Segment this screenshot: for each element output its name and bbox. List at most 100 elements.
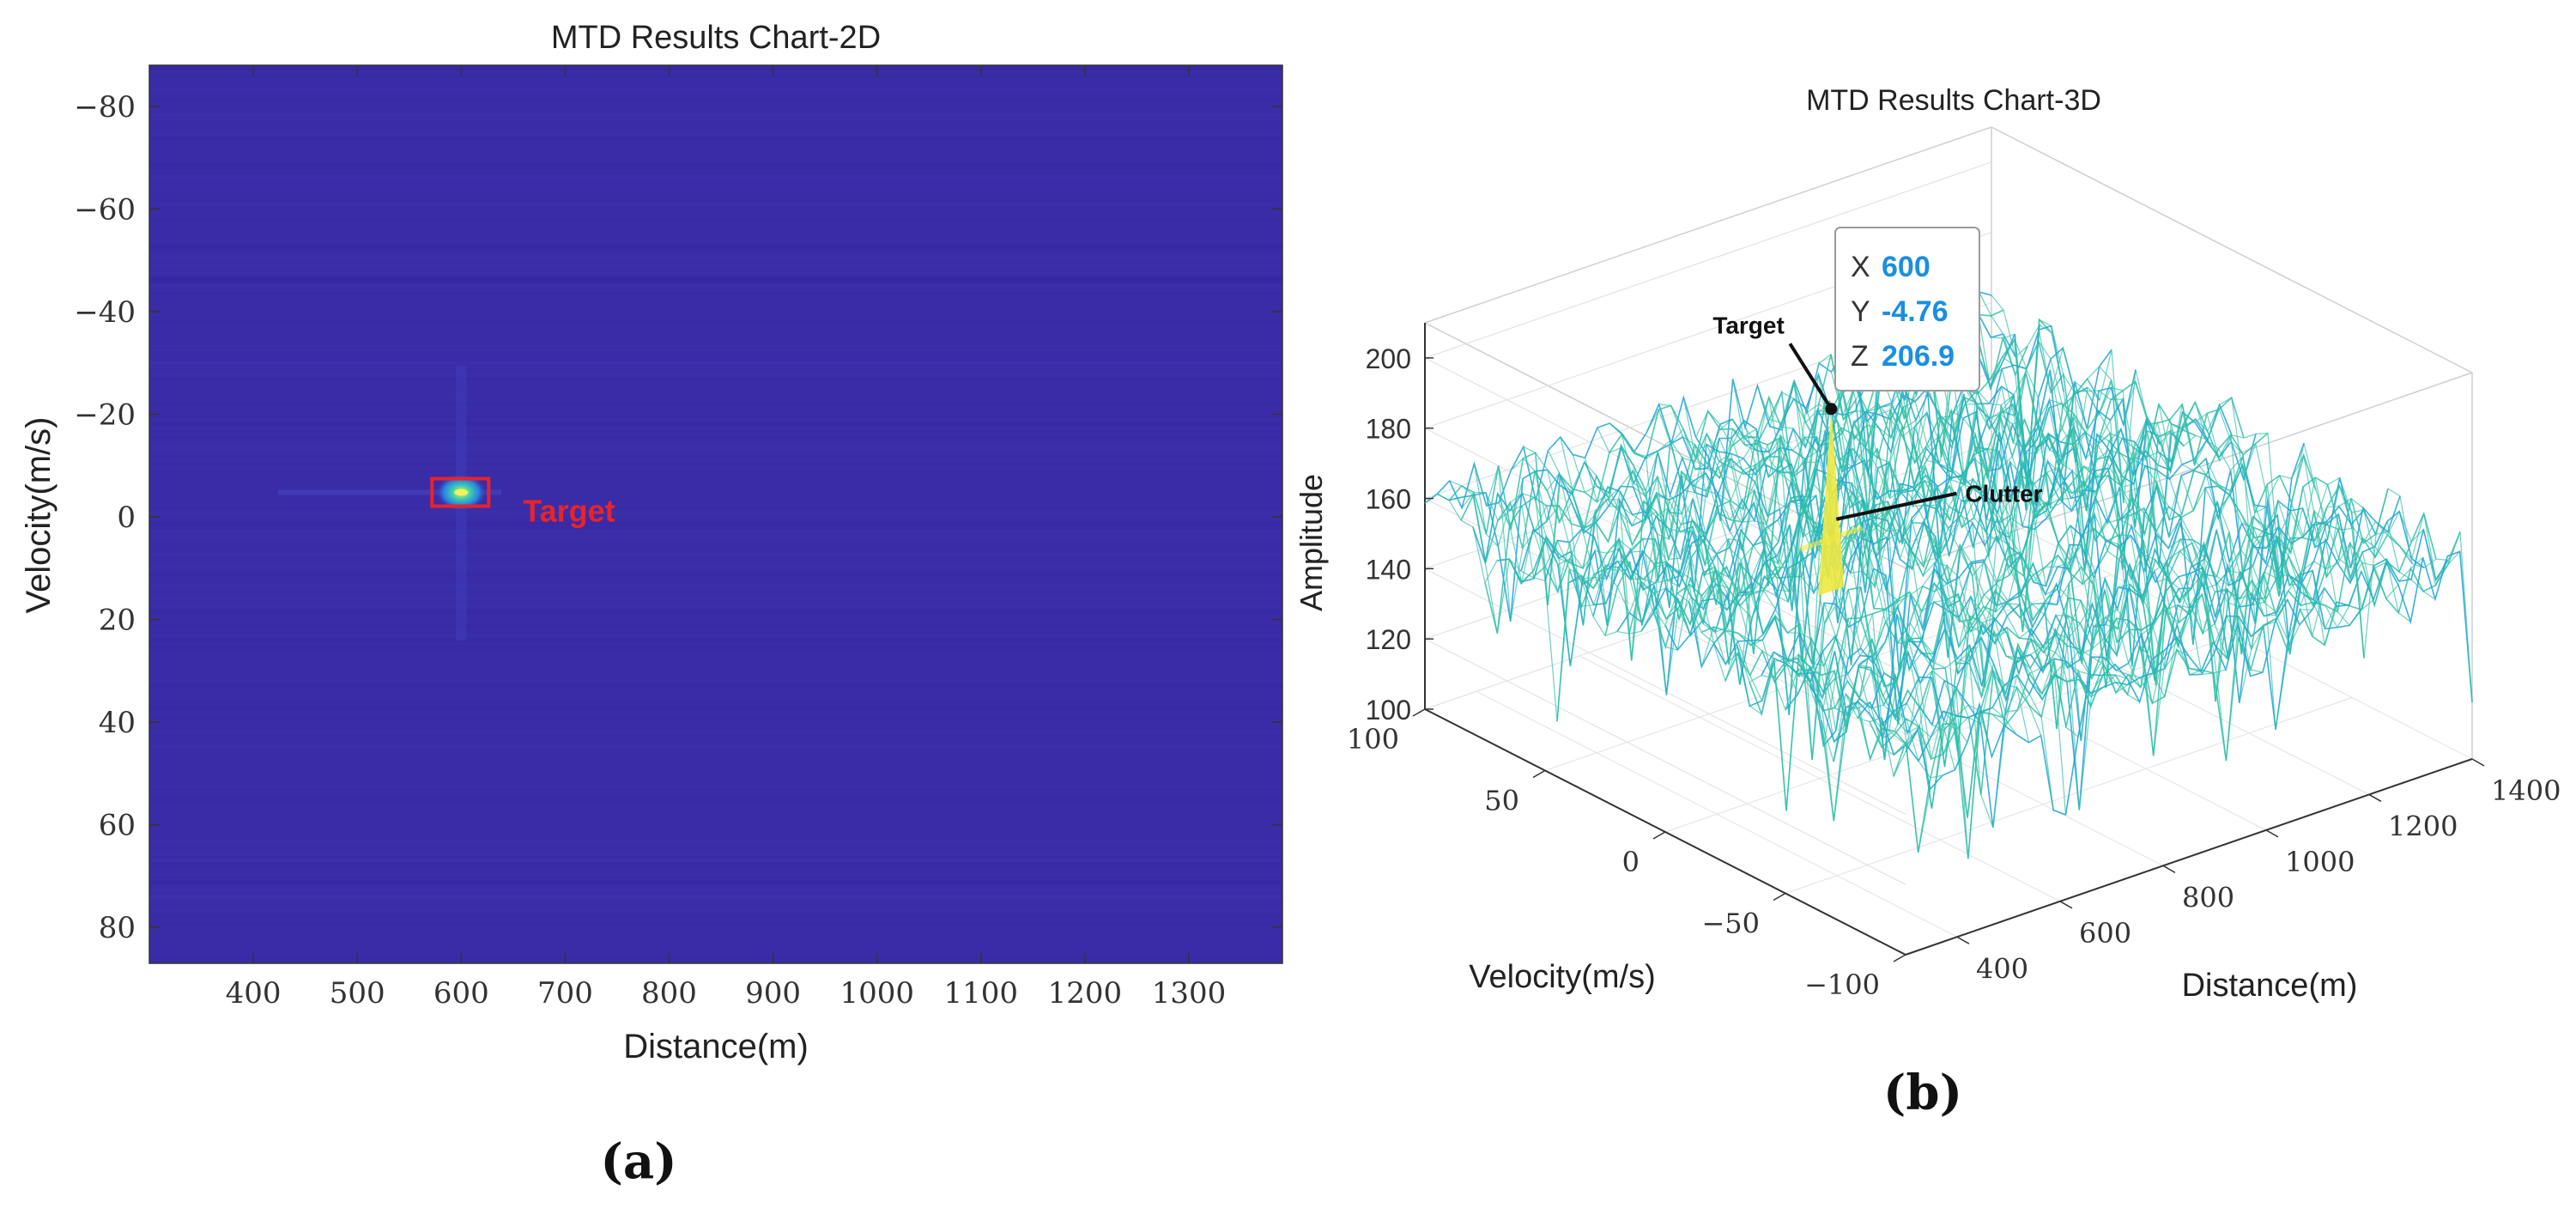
surface-col-line [1486,465,1968,760]
surface-col-line [1991,294,2473,703]
peak-spike [1818,409,1845,596]
chart-2d: MTD Results Chart-2D Target 400 500 600 700… [20,20,1283,1190]
z-grid [1424,568,1906,815]
x-tick-label-2d: 1000 [839,976,914,1011]
z-tick-label-3d: 120 [1366,624,1411,655]
surface-col-line [1843,349,2325,667]
x-tick-label-2d: 400 [226,976,282,1011]
chart-3d-zlabel: Amplitude [1294,474,1329,611]
datatip-x-label: X [1851,251,1870,283]
y-tick-label-2d: 20 [99,604,136,638]
surface-col-line [1498,470,1980,818]
x-tick-3d [2059,901,2073,909]
box-edge [1424,126,1992,324]
surface-col-line [1670,428,2153,694]
surface-col-line [1966,305,2448,624]
y-tick-3d [1773,892,1786,901]
x-tick-3d [2471,758,2485,767]
datatip-z-value: 206.9 [1882,340,1955,373]
y-tick-label-2d: 40 [99,706,136,740]
surface-col-line [1942,322,2424,582]
surface-col-line [1510,457,1992,809]
chart-3d-ylabel: Velocity(m/s) [1469,959,1655,995]
x-tick-label-3d: 1400 [2491,774,2561,807]
surface-col-line [1830,371,2312,685]
surface-col-line [1597,427,2079,738]
chart-2d-xlabel: Distance(m) [623,1028,809,1065]
x-tick-label-3d: 800 [2182,881,2234,914]
heatmap-background [149,65,1282,963]
surface-col-line [1867,346,2349,630]
surface-col-line [1646,408,2128,810]
panel-a-label: (a) [600,1133,676,1190]
surface-peak [1799,409,1864,596]
panel-b-label: (b) [1883,1065,1962,1121]
z-grid [1424,428,1906,675]
y-tick-label-3d: 100 [1347,723,1399,756]
x-tick-label-3d: 1200 [2388,810,2458,842]
surface-col-line [1818,353,2300,730]
heatmap-peak [278,366,501,640]
target-leader-line [1788,343,1834,410]
datatip-y-value: -4.76 [1882,295,1949,328]
x-tick-3d [1956,936,1970,944]
surface-col-line [1633,440,2116,695]
surface-col-line [1535,484,2017,761]
x-tick-label-2d: 800 [641,976,697,1011]
surface-col-line [1756,382,2239,762]
z-tick-label-3d: 160 [1366,484,1411,515]
surface-col-line [1658,404,2140,703]
surface-col-line [1682,397,2165,706]
surface-col-line [1954,310,2436,600]
heatmap-plot-frame [148,64,1283,964]
y-tick-label-2d: 60 [99,809,136,843]
chart-2d-title: MTD Results Chart-2D [551,20,881,56]
x-tick-label-3d: 400 [1976,952,2028,985]
datatip[interactable]: X 600 Y -4.76 Z 206.9 [1834,227,1980,392]
surface-mesh [1424,291,2473,859]
y-tick-label-2d: 80 [99,911,136,945]
surface-col-line [1905,338,2386,655]
x-tick-label-2d: 1200 [1048,976,1123,1011]
chart-3d: MTD Results Chart-3D 100 120 140 160 180 200 4… [1294,84,2561,1121]
z-grid [1424,638,1906,885]
surface-col-line [1695,410,2178,699]
surface-col-line [1437,493,1918,822]
x-tick-label-3d: 600 [2079,917,2131,950]
y-tick-label-3d: −100 [1804,968,1880,1001]
x-tick-label-2d: 900 [745,976,801,1011]
z-tick-label-3d: 200 [1366,343,1411,374]
surface-col-line [1892,335,2374,655]
chart-3d-xlabel: Distance(m) [2182,968,2358,1004]
x-tick-label-3d: 1000 [2285,846,2355,878]
clutter-ridge [1799,525,1864,552]
y-tick-label-3d: −50 [1701,908,1760,940]
y-tick-label-3d: 0 [1622,846,1640,878]
z-grid [1424,161,1992,359]
y-tick-3d [1412,708,1426,717]
z-tick-label-3d: 140 [1366,554,1411,585]
chart-2d-ylabel: Velocity(m/s) [20,417,58,614]
y-tick-label-2d: −60 [74,192,136,227]
heatmap-noise-texture [149,65,1282,960]
datatip-box [1834,227,1980,392]
y-tick-label-3d: 50 [1484,785,1519,817]
chart-3d-title: MTD Results Chart-3D [1806,84,2101,117]
surface-col-line [1781,389,2264,681]
x-tick-3d [2162,865,2176,874]
x-tick-label-2d: 1300 [1152,976,1227,1011]
surface-col-line [1584,420,2067,815]
x-tick-label-2d: 1100 [944,976,1019,1011]
y-tick-label-2d: −20 [74,398,136,432]
y-tick-3d [1652,831,1666,840]
x-tick-label-2d: 700 [537,976,593,1011]
y-tick-label-2d: −80 [74,90,136,124]
target-label-2d: Target [523,494,615,529]
peak-core [454,489,469,496]
target-datapoint-marker [1825,403,1838,416]
z-grid [1424,498,1906,745]
surface-col-line [1979,291,2461,581]
clutter-label: Clutter [1965,481,2042,507]
y-tick-label-2d: 0 [117,501,136,535]
datatip-x-value: 600 [1882,251,1930,283]
